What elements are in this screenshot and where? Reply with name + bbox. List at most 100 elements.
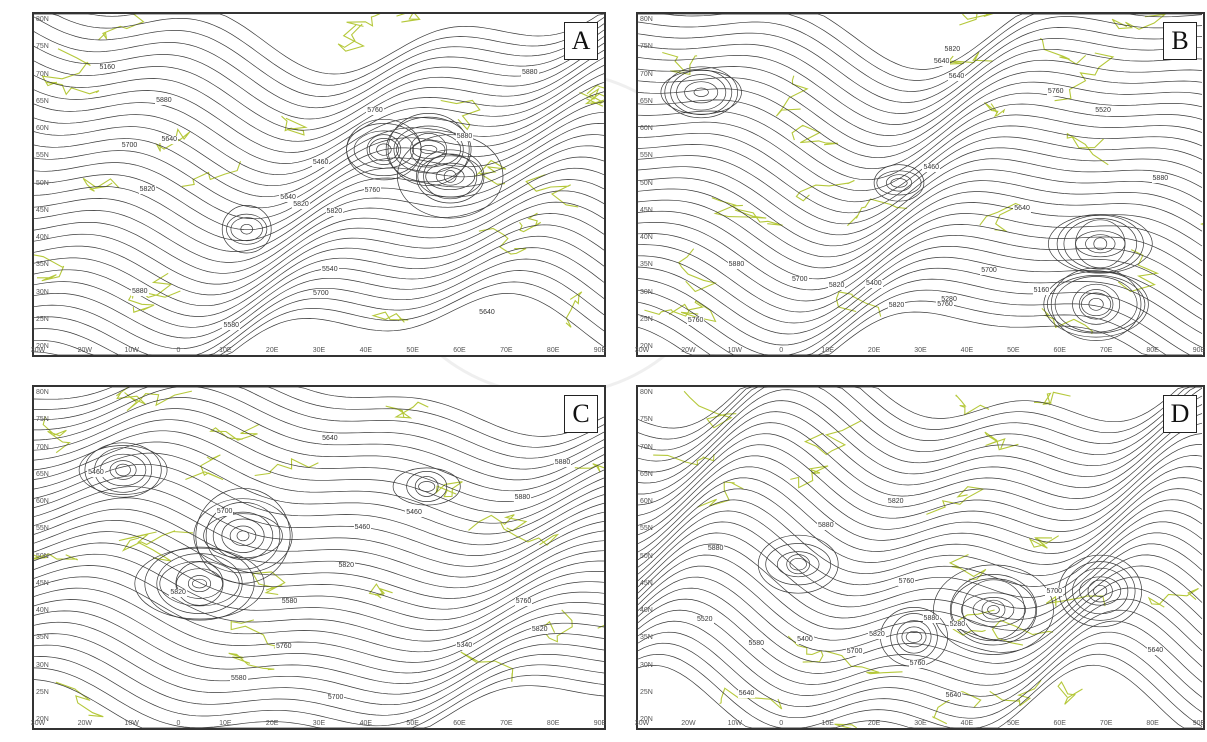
contour-value-label: 5880 [706,545,725,554]
longitude-tick-label: 20E [867,347,881,354]
height-contour-line [34,387,604,448]
longitude-tick-label: 20W [77,347,93,354]
pressure-center-contour [905,630,923,643]
height-contour-line [34,486,604,567]
pressure-center-contour [1088,297,1104,311]
pressure-center-contour [1085,234,1116,254]
coastline-segment [34,553,79,561]
latitude-tick-label: 80N [640,16,653,23]
longitude-tick-label: 20W [681,347,696,354]
height-contour-line [638,444,1203,526]
contour-value-label: 5820 [943,46,962,55]
height-contour-line [638,466,1203,545]
longitude-tick-label: 70E [1099,720,1113,727]
longitude-tick-label: 40E [359,347,373,354]
contour-value-label: 5820 [868,630,886,639]
latitude-tick-label: 45N [640,206,653,214]
contour-value-label: 5760 [936,301,954,310]
latitude-tick-label: 70N [640,443,653,451]
pressure-center-contour [664,66,738,119]
height-contour-line [638,387,1203,462]
pressure-center-contour [987,605,1000,615]
contour-layer-d [638,387,1203,728]
height-contour-line [638,103,1203,181]
pressure-center-contour [896,620,932,654]
coastline-segment [959,14,994,26]
height-contour-line [34,179,604,285]
latitude-tick-label: 50N [640,552,653,560]
longitude-tick-label: 50E [1007,720,1020,727]
coastline-segment [1039,37,1087,65]
longitude-tick-label: 30W [30,720,46,727]
height-contour-line [34,247,604,350]
contour-value-label: 5640 [160,136,179,145]
height-contour-line [34,633,604,706]
pressure-center-contour [156,553,243,614]
map-panel-c: C 80N 75N 70N 65N 60N 55N 50N 45N 40N 35N 30N 25N 20… [30,385,606,730]
contour-value-label: 5700 [1045,587,1064,596]
pressure-center-contour [212,511,274,560]
pressure-center-contour [1093,237,1108,251]
height-contour-line [34,419,604,502]
contour-value-label: 5280 [940,295,958,304]
latitude-tick-label: 25N [640,315,653,323]
coastline-segment [683,390,737,429]
height-contour-line [34,599,604,674]
height-contour-line [638,477,1203,554]
contour-value-label: 5640 [279,194,297,202]
pressure-center-contour [1093,584,1108,598]
coastline-segment [835,291,882,317]
height-contour-line [638,70,1203,148]
contour-value-label: 5160 [98,64,117,73]
coastline-segment [118,531,172,562]
contour-value-label: 5400 [796,635,814,644]
coastline-segment [991,619,1054,646]
longitude-tick-label: 60E [1053,720,1066,727]
contour-value-label: 5640 [1146,646,1165,655]
height-contour-line [638,521,1203,598]
longitude-tick-label: 10E [219,347,232,354]
latitude-tick-label: 40N [640,234,653,241]
pressure-center-contour [981,599,1006,620]
contour-value-label: 5880 [520,69,539,78]
coastline-segment [185,454,224,481]
longitude-tick-label: 0 [176,347,181,354]
contour-value-label: 5700 [120,142,139,151]
latitude-tick-label: 75N [640,416,653,424]
height-contour-line [34,441,604,524]
contour-value-label: 5640 [321,435,339,444]
pressure-center-contour [411,140,446,159]
height-contour-line [34,475,604,556]
panel-label-c: C [564,395,598,433]
contour-value-label: 5460 [87,468,105,477]
coastline-segment [460,651,514,682]
latitude-tick-label: 55N [640,152,653,160]
height-contour-line [34,111,604,220]
pressure-center-contour [950,578,1037,642]
height-contour-line [638,587,1203,664]
pressure-center-contour [226,213,268,245]
pressure-center-contour [159,560,240,607]
coastline-segment [989,679,1042,707]
coastline-segment [519,212,542,233]
latitude-tick-label: 70N [36,70,49,78]
contour-layer-a [34,14,604,355]
coastline-segment [795,179,855,202]
pressure-center-contour [416,149,485,204]
coastline-segment [440,99,481,131]
latitude-tick-label: 45N [640,579,653,587]
pressure-center-contour [1050,267,1142,341]
pressure-center-contour [1081,292,1112,317]
contour-value-label: 5640 [1013,205,1031,214]
pressure-center-contour [410,133,448,166]
latitude-tick-label: 45N [36,579,49,587]
height-contour-line [638,389,1203,473]
latitude-tick-label: 80N [36,389,49,396]
height-contour-line [34,644,604,716]
latitude-tick-label: 30N [36,288,49,296]
coastline-segment [926,486,985,515]
height-contour-line [34,565,604,642]
height-contour-line [638,311,1202,355]
height-contour-line [638,202,1203,280]
latitude-tick-label: 70N [36,443,49,451]
